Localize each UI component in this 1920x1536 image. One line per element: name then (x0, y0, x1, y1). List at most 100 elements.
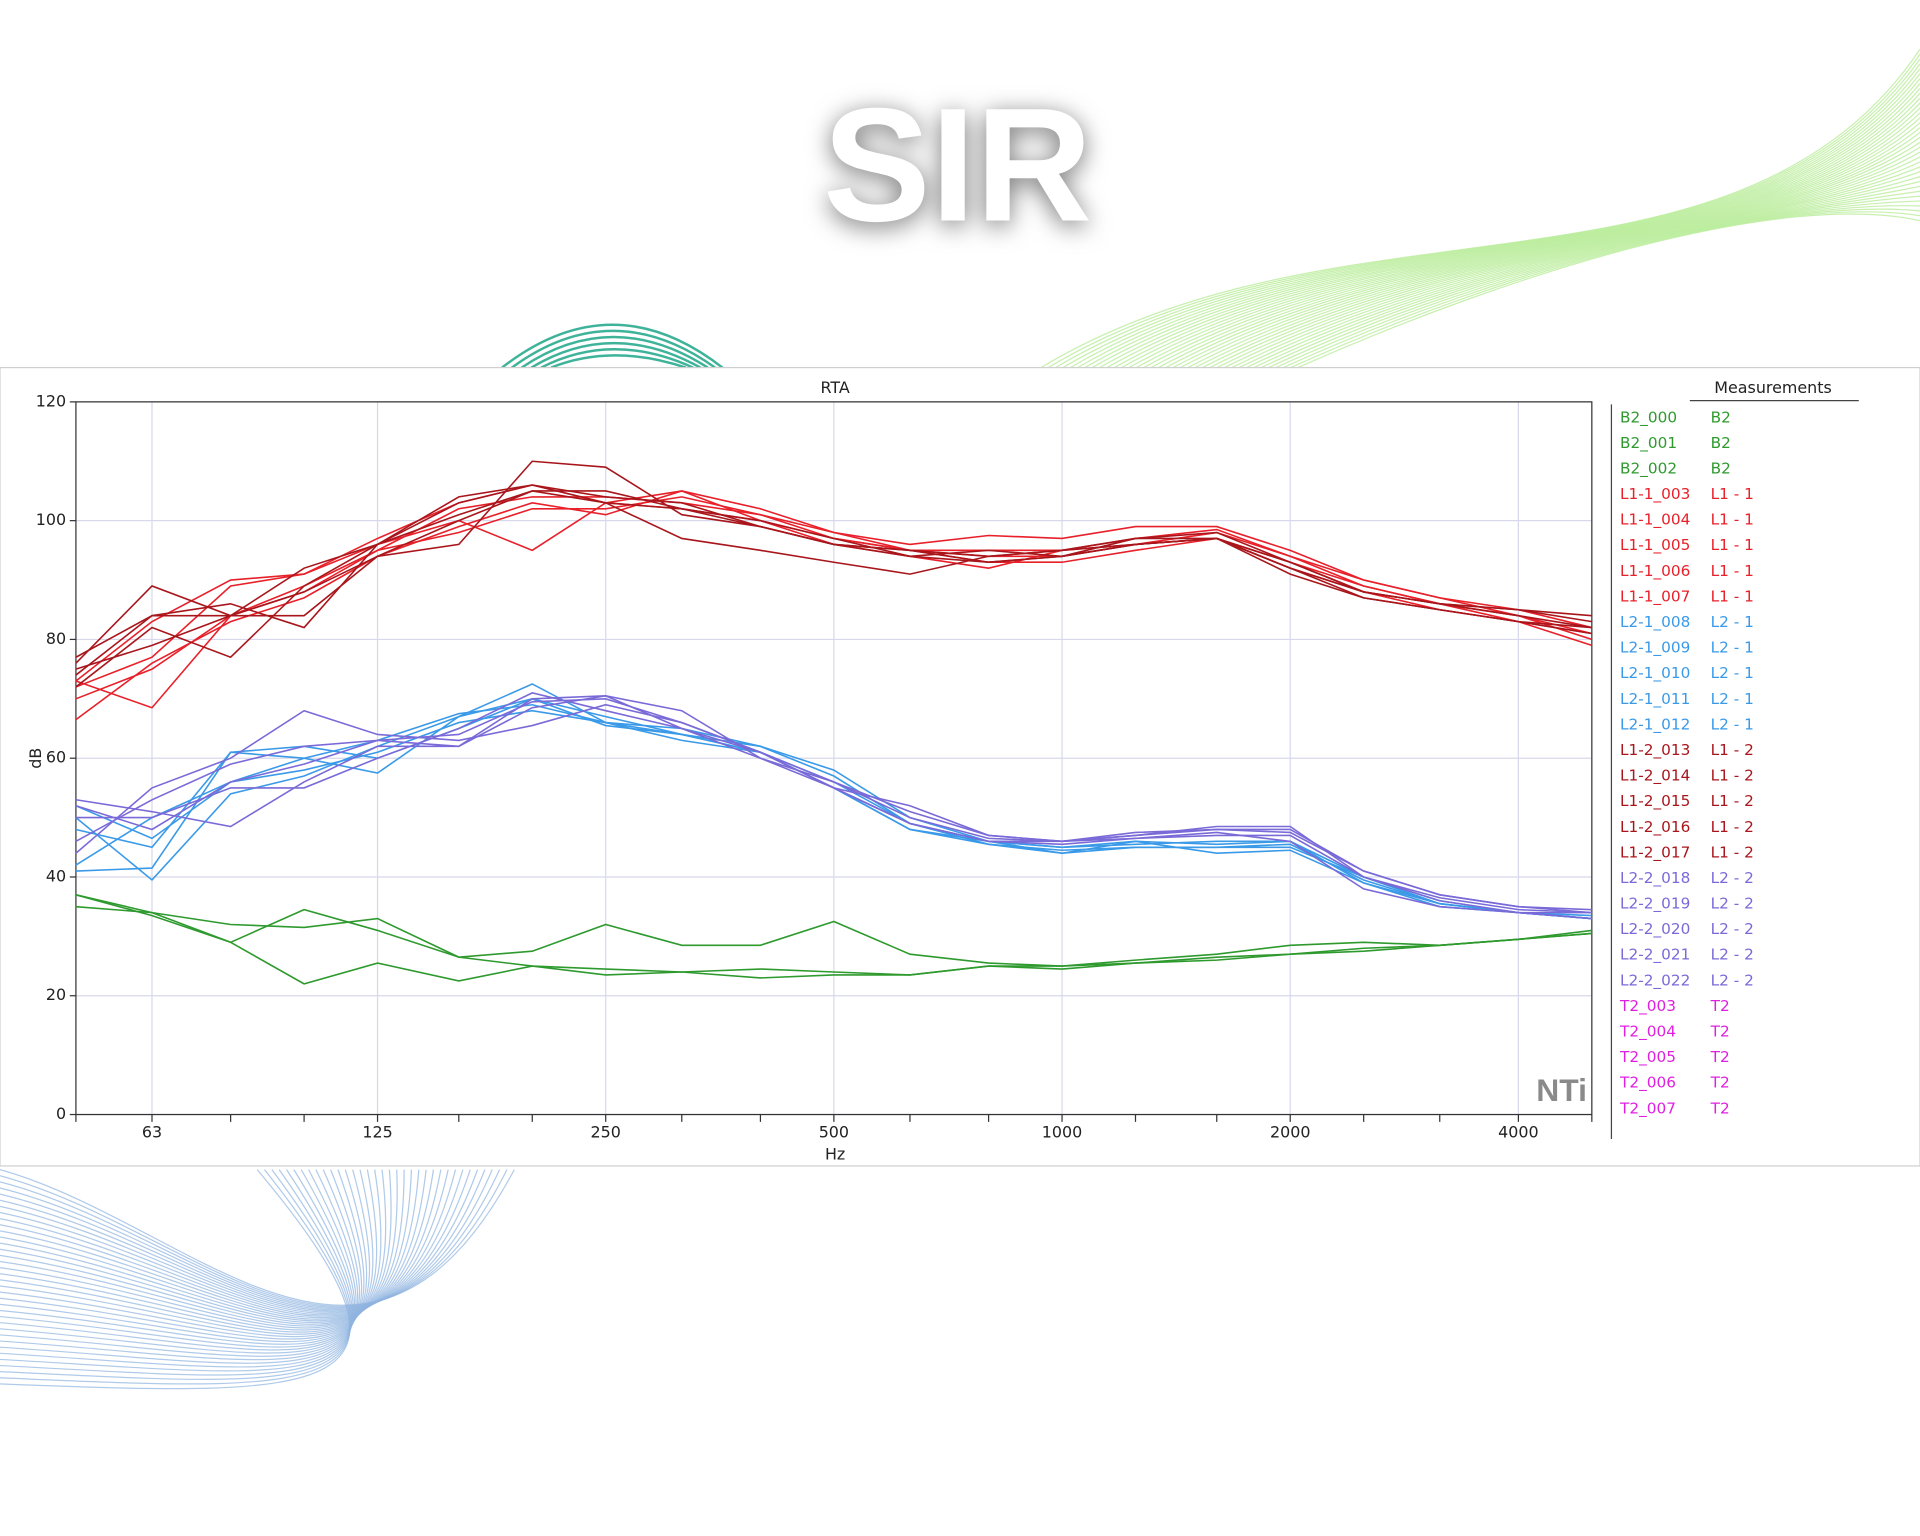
legend-group: L2 - 1 (1711, 664, 1754, 682)
plot-frame (75, 401, 1593, 1116)
y-tick-label: 80 (46, 629, 66, 648)
legend-group: L1 - 2 (1711, 792, 1754, 810)
legend-name: L1-1_003 (1620, 485, 1690, 504)
deco-curve (0, 1169, 382, 1335)
legend-name: L1-1_005 (1620, 536, 1690, 555)
deco-curve (1224, 171, 1920, 369)
x-tick-label: 4000 (1498, 1122, 1538, 1141)
legend-name: L2-1_009 (1620, 639, 1690, 658)
deco-curve (1158, 127, 1920, 369)
deco-curve (0, 1169, 435, 1320)
deco-curve (0, 1169, 442, 1319)
legend-name: B2_000 (1620, 408, 1677, 427)
legend-name: L1-2_017 (1620, 843, 1690, 862)
deco-curve (1194, 151, 1920, 369)
deco-curve (0, 1169, 398, 1329)
deco-curve (1143, 117, 1920, 369)
deco-curve (1077, 73, 1920, 369)
series-line (75, 490, 1593, 682)
deco-curve (1121, 102, 1920, 369)
legend-group: T2 (1710, 1023, 1730, 1041)
deco-curve (0, 1169, 515, 1306)
legend-name: L1-2_015 (1620, 792, 1690, 811)
deco-curve (0, 1169, 486, 1311)
deco-curve (0, 1169, 508, 1307)
deco-curve (1069, 68, 1920, 369)
legend-group: T2 (1710, 1099, 1730, 1117)
y-tick-label: 120 (36, 391, 66, 410)
deco-curve (1216, 166, 1920, 369)
legend-name: L2-2_018 (1620, 869, 1690, 888)
deco-curve (0, 1169, 479, 1312)
deco-curve (0, 1169, 392, 1331)
legend-group: L2 - 1 (1711, 613, 1754, 631)
x-tick-label: 500 (819, 1122, 849, 1141)
deco-curve (1136, 112, 1920, 369)
deco-curve (0, 1169, 374, 1340)
deco-curve (0, 1169, 359, 1357)
x-tick-label: 2000 (1270, 1122, 1310, 1141)
deco-curve (1128, 107, 1920, 369)
deco-curve (1172, 136, 1920, 369)
legend-group: L1 - 2 (1711, 767, 1754, 785)
series-line (75, 894, 1592, 985)
deco-curve (1099, 88, 1920, 369)
legend-group: T2 (1710, 997, 1730, 1015)
y-tick-label: 20 (46, 985, 66, 1004)
legend-name: L1-1_006 (1620, 562, 1690, 581)
deco-curve (1260, 195, 1920, 369)
deco-curve (0, 1169, 361, 1354)
legend-group: L2 - 1 (1711, 715, 1754, 733)
chart-title: RTA (820, 378, 849, 397)
legend-group: L1 - 1 (1711, 587, 1754, 605)
deco-curve (0, 1169, 351, 1390)
legend-group: L2 - 1 (1711, 639, 1754, 657)
series-line (75, 484, 1592, 676)
deco-curve (0, 1169, 471, 1313)
legend-name: L2-2_020 (1620, 920, 1690, 939)
x-tick-label: 1000 (1042, 1122, 1082, 1141)
x-axis-label: Hz (825, 1144, 845, 1163)
legend-group: L1 - 2 (1711, 741, 1754, 759)
deco-curve (1231, 175, 1920, 369)
legend-name: T2_006 (1619, 1074, 1676, 1093)
legend-name: L2-1_011 (1620, 690, 1690, 709)
x-tick-label: 63 (142, 1122, 162, 1141)
deco-curve (1268, 200, 1920, 369)
legend-name: T2_007 (1619, 1099, 1676, 1118)
legend-group: L1 - 2 (1711, 843, 1754, 861)
deco-curve (0, 1169, 354, 1372)
legend-group: B2 (1711, 408, 1731, 426)
slide-title: SIR (823, 75, 1092, 255)
deco-curve (0, 1169, 501, 1308)
legend-name: L1-2_016 (1620, 818, 1690, 837)
deco-curve (1238, 180, 1920, 369)
series-line (75, 905, 1592, 967)
deco-curve (0, 1169, 457, 1316)
deco-curve (0, 1169, 370, 1343)
deco-curve (1180, 141, 1920, 369)
legend-group: L2 - 2 (1711, 920, 1754, 938)
deco-curve (0, 1169, 363, 1351)
legend-group: L2 - 1 (1711, 690, 1754, 708)
logo: NTi (1536, 1072, 1587, 1108)
y-tick-label: 0 (56, 1104, 66, 1123)
deco-curve (0, 1169, 357, 1361)
deco-curve (1290, 211, 1920, 369)
legend-title: Measurements (1714, 378, 1832, 397)
legend-group: L1 - 1 (1711, 485, 1754, 503)
deco-curve (0, 1169, 420, 1324)
y-tick-label: 60 (46, 748, 66, 767)
deco-curve (0, 1169, 353, 1376)
legend-name: L2-1_008 (1620, 613, 1690, 632)
deco-curve (1150, 122, 1920, 369)
deco-curve (1113, 97, 1920, 369)
series-line (75, 697, 1592, 917)
deco-curve (0, 1169, 413, 1325)
deco-curve (1275, 205, 1920, 369)
series-line (75, 894, 1592, 976)
y-tick-label: 100 (36, 510, 66, 529)
legend-name: L1-2_013 (1620, 741, 1690, 760)
